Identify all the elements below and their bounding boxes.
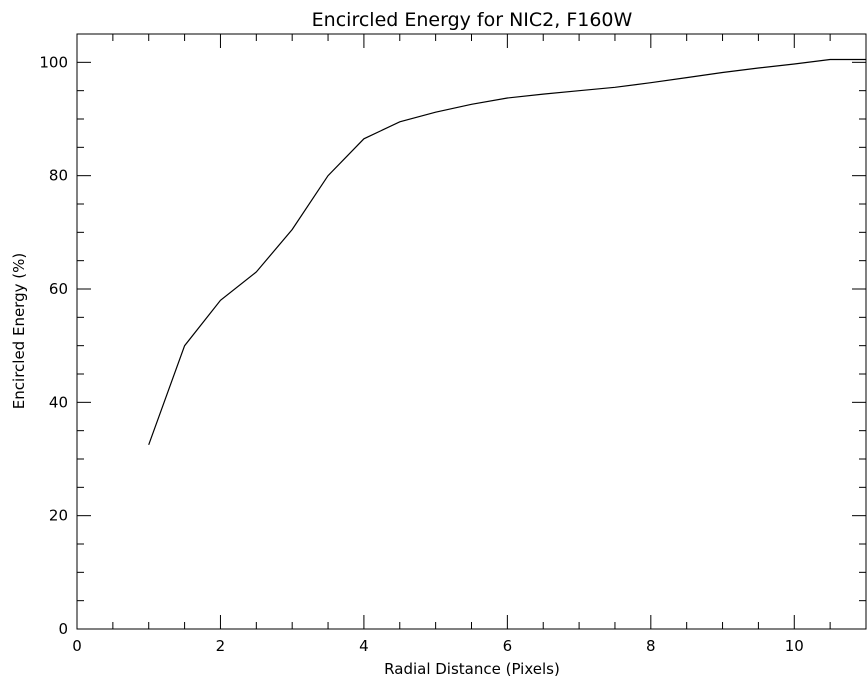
x-axis-label: Radial Distance (Pixels) xyxy=(384,660,560,678)
y-tick-labels: 0 20 40 60 80 100 xyxy=(39,53,68,638)
y-tick-label: 40 xyxy=(49,393,68,411)
y-axis-label: Encircled Energy (%) xyxy=(10,253,28,409)
x-tick-label: 2 xyxy=(216,637,226,655)
y-tick-label: 80 xyxy=(49,167,68,185)
x-tick-label: 6 xyxy=(503,637,513,655)
x-tick-label: 8 xyxy=(646,637,656,655)
y-tick-label: 60 xyxy=(49,280,68,298)
series-group xyxy=(148,58,866,446)
chart-title: Encircled Energy for NIC2, F160W xyxy=(312,9,633,31)
x-tick-label: 4 xyxy=(359,637,369,655)
y-tick-label: 20 xyxy=(49,507,68,525)
series-line-0 xyxy=(148,58,866,446)
x-tick-label: 0 xyxy=(72,637,82,655)
x-tick-label: 10 xyxy=(785,637,804,655)
y-tick-label: 100 xyxy=(39,53,68,71)
y-tick-label: 0 xyxy=(58,620,68,638)
axis-ticks xyxy=(76,33,867,630)
x-tick-labels: 0 2 4 6 8 10 xyxy=(72,637,804,655)
